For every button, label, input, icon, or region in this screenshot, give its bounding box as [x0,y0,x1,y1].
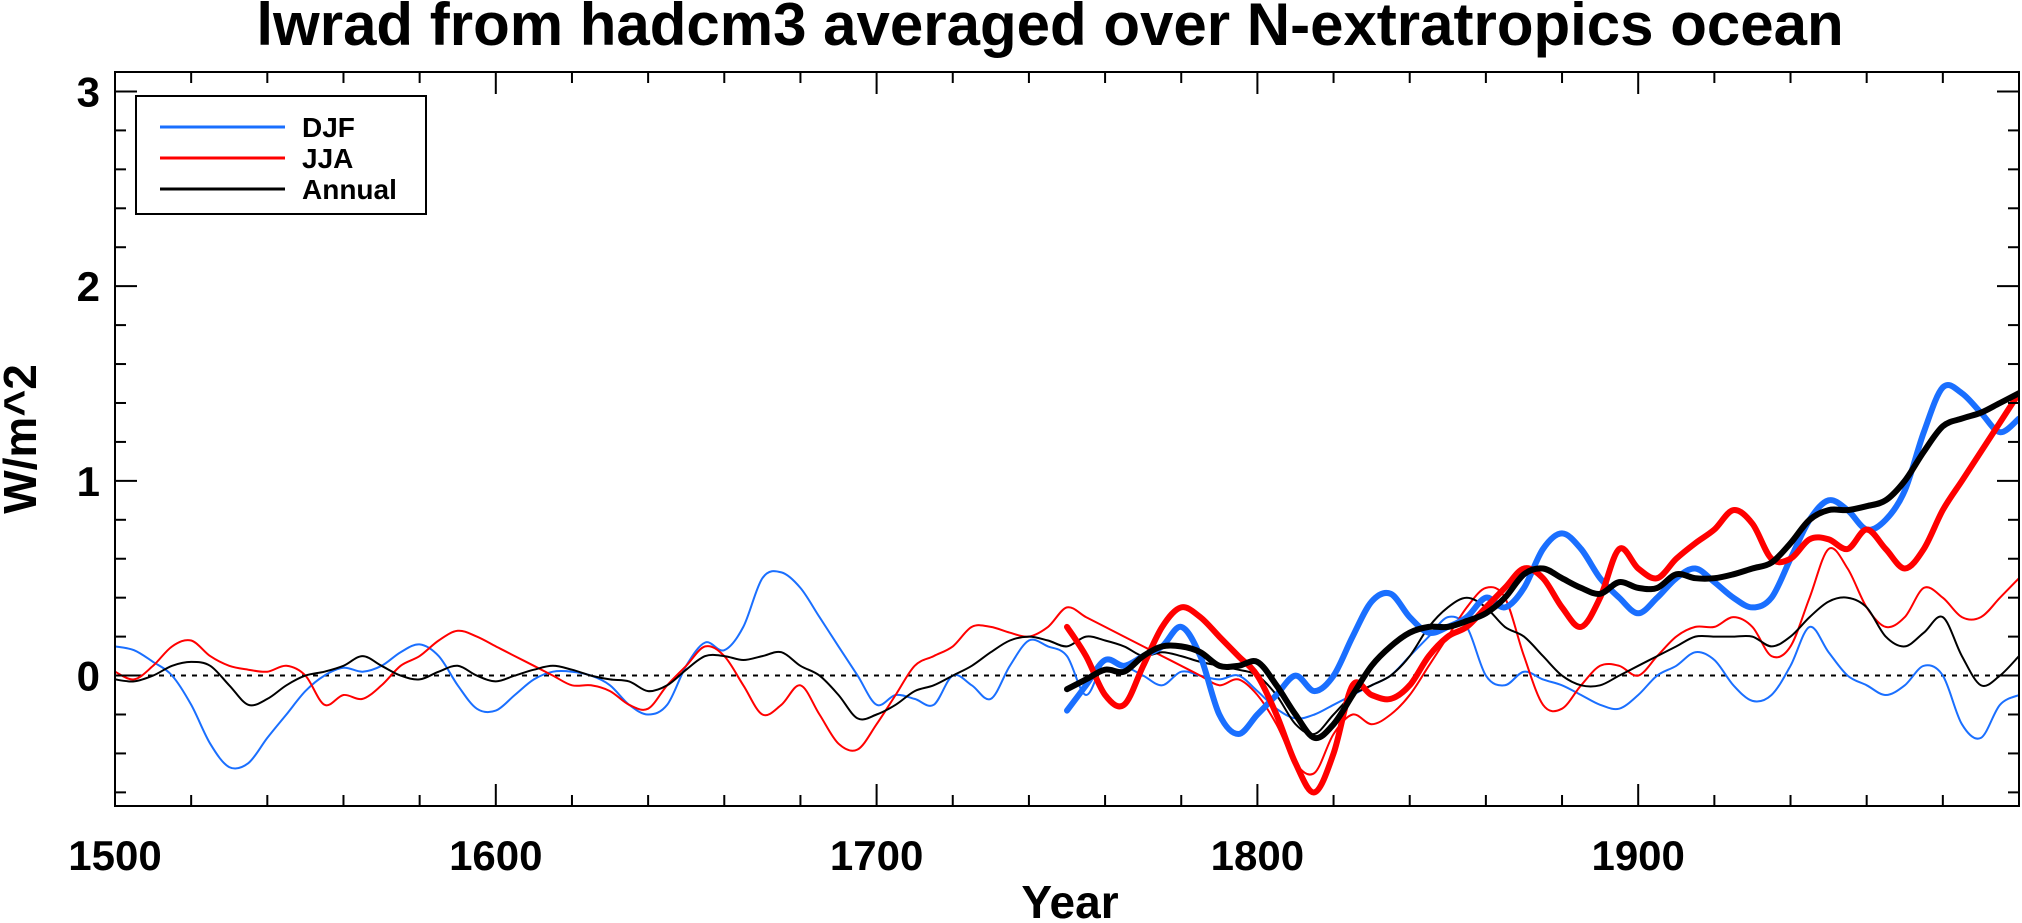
x-tick-label: 1700 [830,832,923,879]
y-tick-label: 1 [77,458,100,505]
legend-label-annual: Annual [302,174,397,205]
legend-label-djf: DJF [302,112,355,143]
y-tick-label: 3 [77,68,100,115]
chart-title: lwrad from hadcm3 averaged over N-extrat… [256,0,1843,58]
x-tick-label: 1900 [1591,832,1684,879]
series-line-annual-thin [115,596,2019,736]
plot-frame [114,71,2020,807]
y-axis-title: W/m^2 [0,364,46,514]
legend-box [135,95,427,215]
series-layer [115,381,2019,796]
series-line-annual-smoothed [1064,390,2019,742]
y-tick-label: 2 [77,263,100,310]
x-tick-label: 1600 [449,832,542,879]
series-line-jja-thin [115,547,2019,776]
plot-area [115,381,2019,796]
legend-label-jja: JJA [302,143,353,174]
x-tick-label: 1500 [68,832,161,879]
series-line-djf-thin [115,570,2019,770]
axes: 1500 1600 1700 1800 1900 0 1 2 3 [68,68,2020,879]
y-tick-label: 0 [77,653,100,700]
series-line-djf-smoothed [1064,381,2019,737]
x-axis-title: Year [1021,876,1118,923]
series-line-jja-smoothed [1064,390,2019,796]
x-tick-label: 1800 [1211,832,1304,879]
